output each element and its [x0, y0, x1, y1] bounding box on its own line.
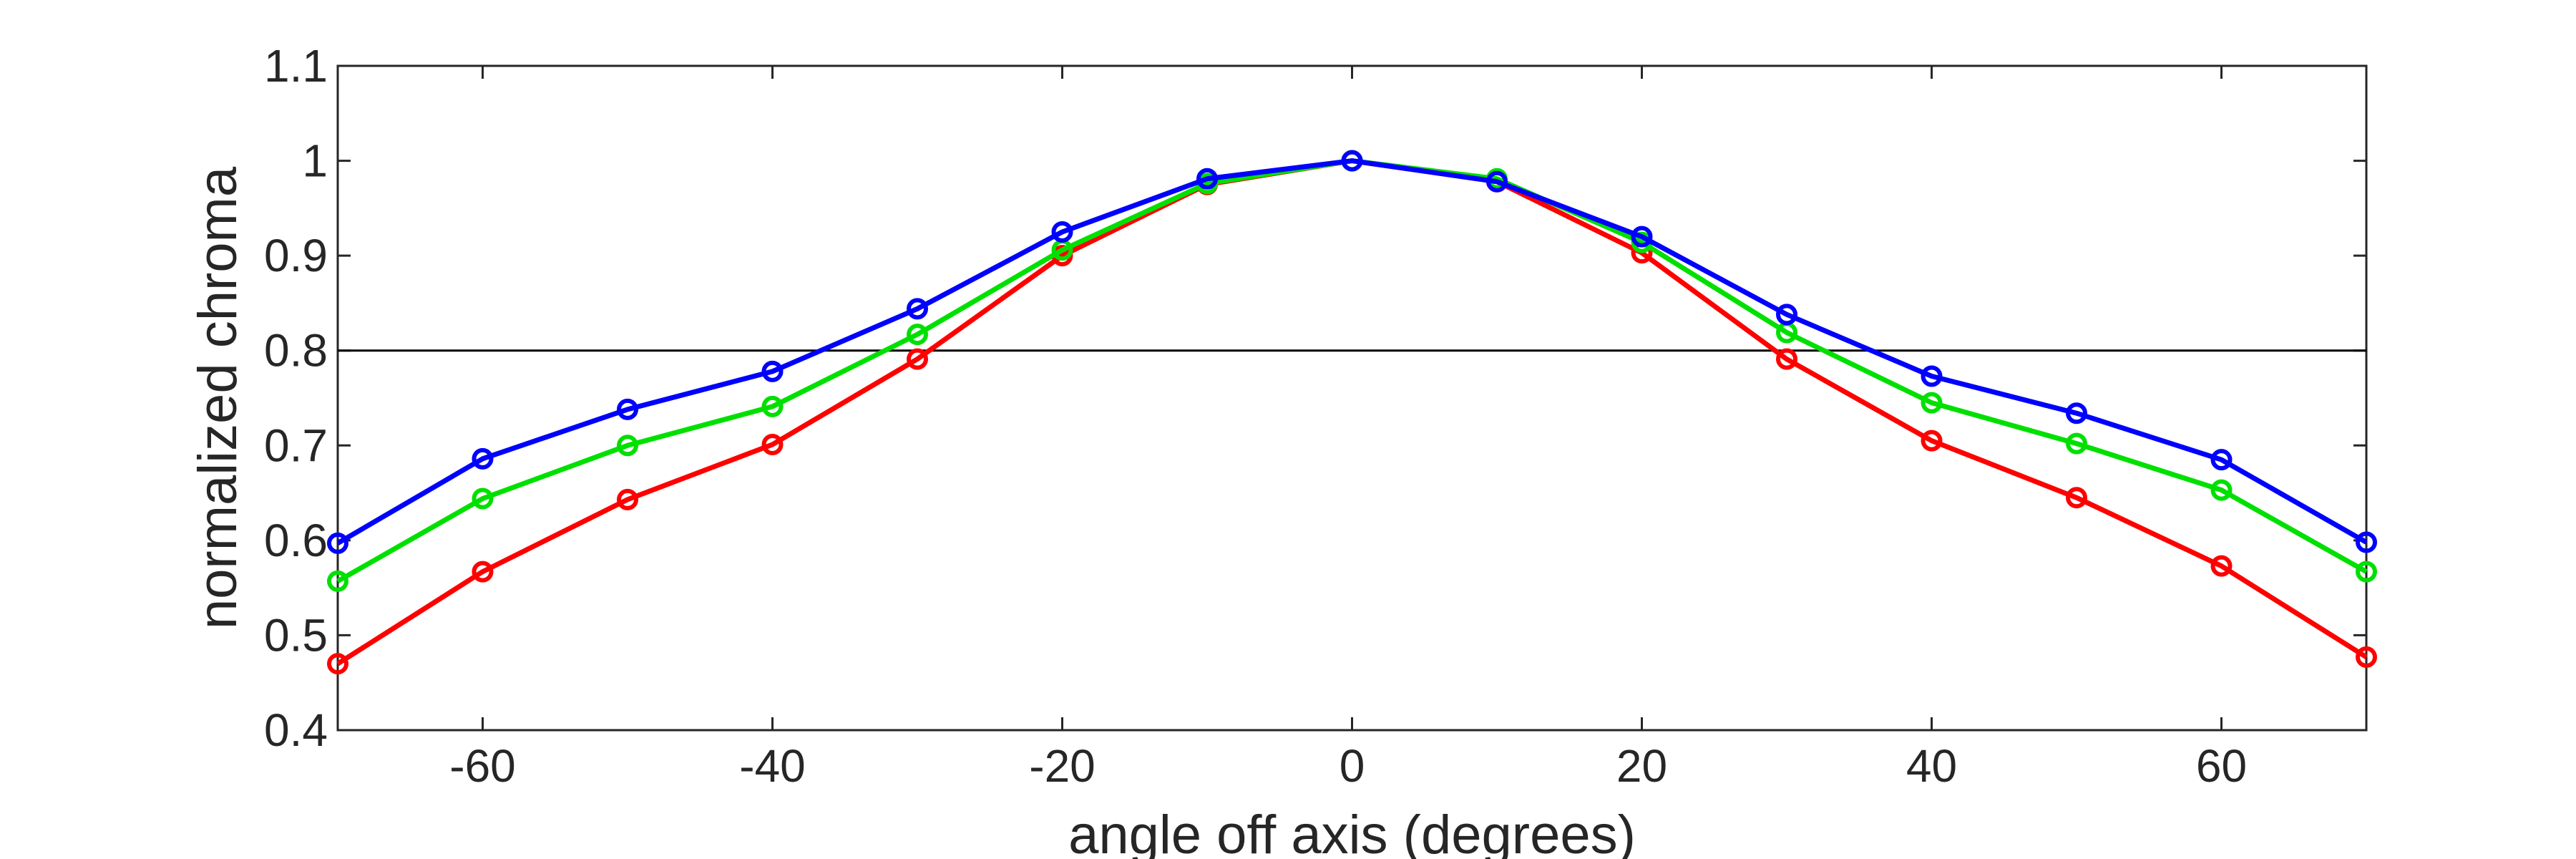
data-point: [1341, 150, 1363, 172]
data-point: [2356, 560, 2377, 583]
y-tick-label: 0.4: [264, 704, 328, 756]
data-point: [472, 560, 494, 583]
series-layer: [327, 150, 2377, 675]
data-point: [2356, 531, 2377, 553]
data-point: [327, 532, 348, 554]
data-point: [1486, 170, 1508, 193]
data-point: [472, 487, 494, 510]
data-point: [907, 348, 928, 370]
labels-layer: angle off axis (degrees) normalized chro…: [187, 40, 2247, 859]
data-point: [1631, 225, 1653, 248]
data-point: [2066, 402, 2087, 424]
x-tick-label: -20: [1029, 740, 1096, 792]
data-point: [1196, 168, 1218, 190]
data-point: [327, 653, 348, 675]
y-tick-label: 1.1: [264, 40, 328, 92]
x-tick-label: 0: [1340, 740, 1365, 792]
series-line-3: [336, 158, 2368, 545]
data-point: [907, 298, 928, 320]
y-tick-label: 0.9: [264, 230, 328, 281]
y-tick-label: 0.5: [264, 609, 328, 661]
x-tick-label: 40: [1906, 740, 1957, 792]
data-point: [761, 433, 784, 455]
x-tick-label: -40: [739, 740, 806, 792]
x-tick-label: 20: [1616, 740, 1667, 792]
x-tick-label: 60: [2196, 740, 2247, 792]
data-point: [2066, 487, 2087, 509]
data-point: [1051, 221, 1073, 243]
x-tick-label: -60: [449, 740, 516, 792]
plot-frame: [336, 64, 2368, 732]
data-point: [617, 435, 638, 457]
data-point: [1921, 365, 1943, 387]
data-point: [907, 324, 928, 346]
data-point: [761, 360, 784, 382]
y-axis-title: normalized chroma: [187, 166, 248, 629]
y-tick-label: 1: [302, 135, 328, 187]
data-point: [2210, 555, 2233, 577]
y-tick-label: 0.8: [264, 325, 328, 377]
y-tick-label: 0.7: [264, 419, 328, 471]
data-point: [1776, 304, 1797, 326]
data-point: [2210, 449, 2233, 471]
data-point: [1921, 430, 1943, 452]
data-point: [2066, 432, 2087, 455]
x-axis-title: angle off axis (degrees): [1068, 805, 1636, 859]
data-point: [2210, 479, 2233, 501]
data-point: [1921, 392, 1943, 414]
data-point: [617, 488, 638, 510]
y-tick-label: 0.6: [264, 515, 328, 566]
data-point: [617, 398, 638, 420]
data-point: [472, 447, 494, 470]
axes-layer: [336, 64, 2368, 732]
data-point: [1776, 348, 1797, 370]
data-point: [327, 570, 348, 592]
data-point: [2356, 646, 2377, 668]
data-point: [761, 395, 784, 417]
